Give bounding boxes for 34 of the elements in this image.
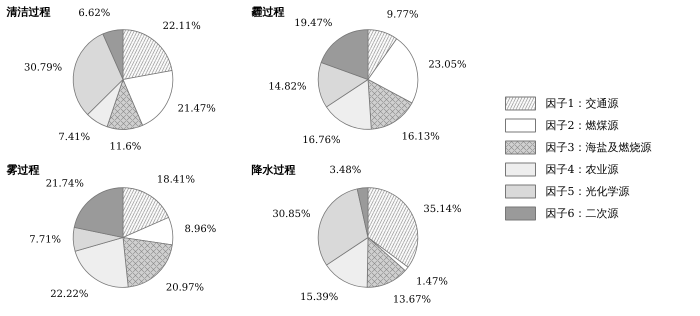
- data-label: 30.79%: [24, 62, 62, 74]
- chart-title: 清洁过程: [6, 5, 51, 18]
- data-label: 35.14%: [423, 204, 462, 216]
- data-label: 15.39%: [300, 292, 338, 303]
- chart-title: 雾过程: [6, 163, 40, 176]
- chart-title: 降水过程: [252, 163, 296, 176]
- legend-label: 因子2：燃煤源: [546, 119, 618, 132]
- legend-label: 因子3：海盐及燃烧源: [546, 141, 652, 154]
- chart-title: 霾过程: [250, 5, 285, 18]
- legend-label: 因子4：农业源: [546, 163, 618, 176]
- data-label: 9.77%: [386, 9, 419, 20]
- data-label: 18.41%: [156, 174, 196, 186]
- data-label: 30.85%: [272, 208, 311, 220]
- data-label: 21.74%: [46, 178, 84, 190]
- legend-label: 因子5：光化学源: [546, 185, 630, 198]
- data-label: 3.48%: [329, 164, 362, 176]
- data-label: 8.96%: [184, 224, 216, 235]
- data-label: 22.11%: [162, 20, 201, 32]
- data-label: 6.62%: [78, 8, 110, 19]
- data-label: 13.67%: [392, 294, 431, 306]
- data-label: 20.97%: [166, 282, 204, 294]
- data-label: 16.13%: [402, 132, 440, 143]
- data-label: 23.05%: [428, 60, 466, 71]
- data-label: 7.41%: [58, 132, 90, 144]
- data-label: 11.6%: [110, 141, 142, 152]
- data-label: 7.71%: [29, 234, 62, 246]
- data-label: 22.22%: [50, 288, 88, 300]
- legend-label: 因子6：二次源: [546, 207, 618, 220]
- data-label: 21.47%: [178, 103, 216, 114]
- legend-label: 因子1：交通源: [546, 97, 618, 110]
- data-label: 1.47%: [416, 276, 448, 288]
- data-label: 16.76%: [302, 135, 340, 146]
- data-label: 19.47%: [294, 18, 332, 29]
- data-label: 14.82%: [268, 81, 306, 92]
